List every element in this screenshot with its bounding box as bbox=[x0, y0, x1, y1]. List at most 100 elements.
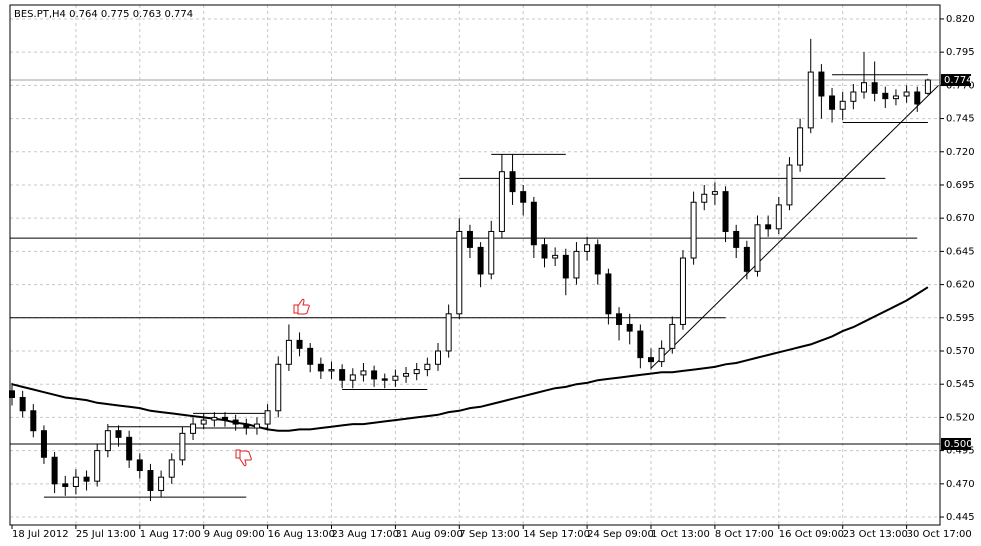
candle-body bbox=[456, 230, 463, 315]
y-tick-label: 0.795 bbox=[946, 47, 975, 58]
x-tick-label: 18 Jul 2012 bbox=[12, 529, 69, 540]
x-tick-label: 7 Sep 13:00 bbox=[459, 529, 519, 540]
x-tick-label: 25 Jul 13:00 bbox=[76, 529, 136, 540]
candle-body bbox=[797, 127, 804, 166]
candle-body bbox=[509, 171, 516, 193]
candle-body bbox=[861, 82, 867, 93]
y-tick-label: 0.645 bbox=[946, 246, 975, 257]
y-tick-label: 0.495 bbox=[946, 446, 975, 457]
x-tick-label: 30 Oct 17:00 bbox=[907, 529, 972, 540]
x-tick-label: 16 Aug 13:00 bbox=[268, 529, 335, 540]
candle-body bbox=[243, 423, 250, 429]
candle-body bbox=[477, 246, 484, 275]
candle-body bbox=[222, 416, 228, 421]
candle-body bbox=[211, 416, 218, 421]
candle-body bbox=[62, 483, 69, 487]
candle-body bbox=[445, 313, 452, 352]
candle-body bbox=[40, 430, 47, 458]
candle-body bbox=[924, 79, 931, 94]
candle-body bbox=[232, 419, 239, 425]
candle-body bbox=[317, 363, 324, 372]
candle-body bbox=[701, 193, 708, 203]
candle-body bbox=[711, 191, 718, 195]
candle-body bbox=[392, 375, 399, 381]
candle-body bbox=[126, 436, 133, 461]
candle-body bbox=[104, 430, 111, 452]
candle-body bbox=[594, 244, 601, 275]
candle-body bbox=[275, 363, 282, 412]
candle-body bbox=[679, 257, 686, 325]
candle-body bbox=[115, 430, 122, 438]
price-label-box bbox=[941, 74, 971, 87]
moving-average bbox=[11, 286, 929, 432]
chart-title: BES.PT,H4 0.764 0.775 0.763 0.774 bbox=[14, 9, 193, 20]
candle-body bbox=[264, 410, 271, 425]
y-tick-label: 0.695 bbox=[946, 180, 975, 191]
candle-body bbox=[307, 347, 314, 365]
x-tick-label: 14 Sep 17:00 bbox=[523, 529, 590, 540]
candle-body bbox=[328, 369, 335, 372]
candle-body bbox=[498, 171, 505, 232]
y-tick-label: 0.670 bbox=[946, 213, 975, 224]
candle-body bbox=[605, 273, 612, 315]
y-tick-label: 0.620 bbox=[946, 280, 975, 291]
candle-body bbox=[786, 164, 793, 206]
candle-body bbox=[381, 378, 388, 381]
candle-body bbox=[850, 91, 857, 102]
candle-body bbox=[637, 330, 644, 359]
candle-body bbox=[839, 100, 846, 110]
candle-body bbox=[871, 82, 878, 94]
candle-body bbox=[658, 347, 665, 363]
candle-body bbox=[424, 363, 431, 371]
candle-body bbox=[584, 244, 591, 252]
x-tick-label: 1 Aug 17:00 bbox=[140, 529, 201, 540]
plot-frame bbox=[9, 4, 941, 526]
y-tick-label: 0.595 bbox=[946, 313, 975, 324]
x-tick-label: 16 Oct 09:00 bbox=[779, 529, 844, 540]
candle-body bbox=[200, 419, 207, 425]
candle-body bbox=[158, 476, 165, 491]
x-tick-label: 8 Oct 17:00 bbox=[715, 529, 774, 540]
candle-body bbox=[253, 423, 260, 429]
candle-body bbox=[190, 423, 197, 434]
candle-body bbox=[147, 470, 154, 491]
candle-body bbox=[690, 201, 697, 259]
candle-body bbox=[818, 71, 825, 97]
candle-body bbox=[807, 71, 814, 129]
candle-body bbox=[179, 432, 186, 461]
price-label: 0.774 bbox=[944, 75, 973, 86]
trend-line bbox=[650, 85, 939, 369]
x-tick-label: 9 Aug 09:00 bbox=[204, 529, 265, 540]
y-tick-label: 0.820 bbox=[946, 14, 975, 25]
candle-body bbox=[765, 224, 772, 230]
candle-body bbox=[349, 374, 356, 381]
candle-body bbox=[722, 191, 729, 232]
candle-body bbox=[168, 459, 175, 478]
y-tick-label: 0.745 bbox=[946, 114, 975, 125]
y-tick-label: 0.570 bbox=[946, 346, 975, 357]
candles bbox=[9, 38, 931, 502]
axes: 0.8200.7950.7700.7450.7200.6950.6700.645… bbox=[9, 4, 975, 540]
candle-body bbox=[94, 450, 101, 482]
candle-body bbox=[914, 91, 921, 105]
candle-body bbox=[413, 369, 420, 375]
candle-body bbox=[19, 396, 26, 412]
candle-body bbox=[733, 230, 740, 248]
candle-body bbox=[339, 369, 346, 381]
x-tick-label: 23 Oct 13:00 bbox=[843, 529, 908, 540]
candle-body bbox=[669, 323, 676, 349]
candle-body bbox=[616, 313, 623, 325]
candle-body bbox=[296, 339, 303, 349]
candle-body bbox=[562, 254, 569, 279]
x-tick-label: 1 Oct 13:00 bbox=[651, 529, 710, 540]
candle-body bbox=[72, 476, 79, 487]
candle-body bbox=[488, 230, 495, 275]
candle-body bbox=[435, 350, 441, 365]
candle-body bbox=[30, 410, 37, 432]
candle-body bbox=[520, 191, 527, 203]
candle-body bbox=[903, 91, 910, 97]
candle-body bbox=[371, 370, 378, 380]
candle-body bbox=[892, 95, 899, 100]
candle-body bbox=[466, 230, 473, 248]
